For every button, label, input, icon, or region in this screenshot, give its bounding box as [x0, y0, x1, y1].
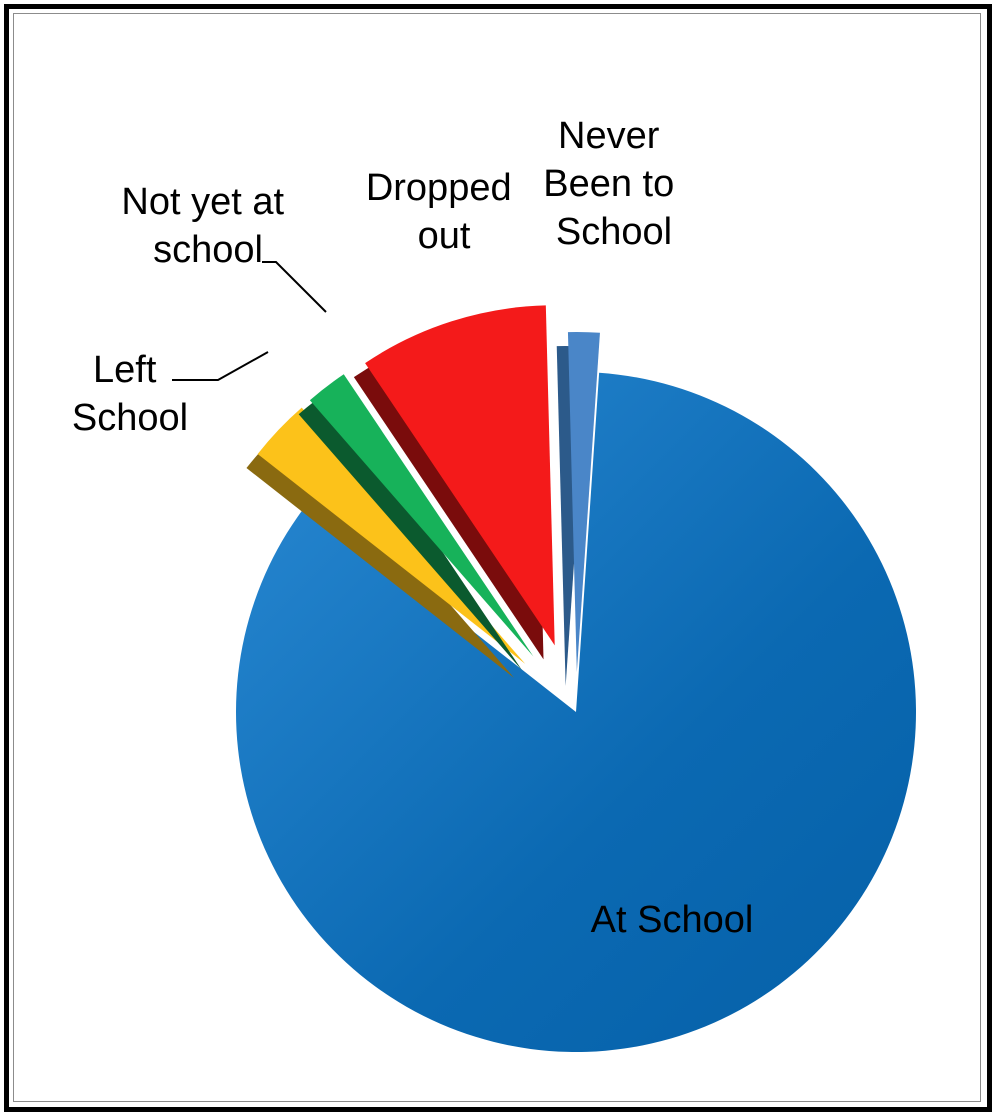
label-never-been-to-school: Never Been to School	[543, 115, 685, 253]
slice-labels: At School Left School Not yet at school …	[72, 115, 753, 941]
leader-line-not-yet	[262, 261, 327, 313]
label-left-school: Left School	[72, 349, 188, 439]
pie-slices	[235, 305, 916, 1052]
slice-dropped-out	[365, 305, 555, 646]
leader-line-left-school	[172, 351, 269, 381]
label-not-yet-at-school: Not yet at school	[121, 181, 294, 271]
leader-lines	[172, 261, 327, 381]
slice-left-school	[257, 407, 526, 664]
slice-never-been-to-school	[567, 332, 600, 673]
label-dropped-out: Dropped out	[366, 167, 522, 257]
slice-at-school	[235, 372, 916, 1052]
label-at-school: At School	[591, 899, 754, 941]
slice-not-yet-at-school	[309, 374, 534, 657]
slice-side-not-yet-at-school	[298, 388, 523, 671]
